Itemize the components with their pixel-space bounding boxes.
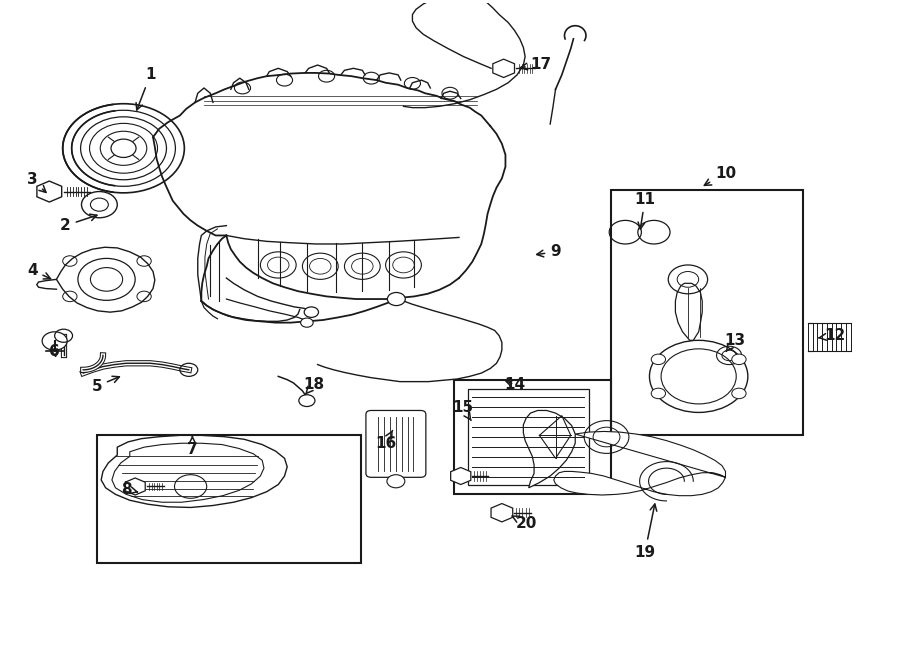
Polygon shape bbox=[523, 410, 575, 488]
FancyBboxPatch shape bbox=[366, 410, 426, 477]
Text: 1: 1 bbox=[136, 67, 156, 110]
Text: 17: 17 bbox=[520, 57, 552, 72]
Circle shape bbox=[111, 139, 136, 157]
Text: 4: 4 bbox=[27, 262, 50, 279]
Bar bbox=[611, 190, 804, 436]
Bar bbox=[96, 436, 361, 563]
Circle shape bbox=[652, 388, 665, 399]
Polygon shape bbox=[554, 432, 725, 496]
Text: 13: 13 bbox=[724, 334, 745, 352]
Text: 10: 10 bbox=[705, 166, 736, 185]
Text: 2: 2 bbox=[60, 214, 97, 233]
Text: 7: 7 bbox=[187, 436, 198, 457]
Text: 11: 11 bbox=[634, 192, 655, 229]
Text: 6: 6 bbox=[50, 344, 60, 359]
Text: 15: 15 bbox=[452, 401, 473, 420]
Polygon shape bbox=[57, 247, 155, 312]
Polygon shape bbox=[125, 478, 145, 495]
Text: 8: 8 bbox=[121, 482, 138, 496]
Text: 19: 19 bbox=[634, 504, 657, 560]
Circle shape bbox=[299, 395, 315, 407]
Circle shape bbox=[732, 354, 746, 365]
Polygon shape bbox=[101, 436, 287, 508]
Polygon shape bbox=[451, 467, 471, 485]
Circle shape bbox=[387, 475, 405, 488]
Bar bbox=[468, 389, 589, 485]
Circle shape bbox=[732, 388, 746, 399]
Text: 14: 14 bbox=[504, 377, 525, 392]
Bar bbox=[454, 379, 611, 494]
Polygon shape bbox=[491, 504, 513, 522]
Text: 9: 9 bbox=[536, 245, 561, 259]
Text: 12: 12 bbox=[818, 329, 845, 343]
Polygon shape bbox=[493, 59, 515, 77]
Circle shape bbox=[42, 332, 68, 350]
Polygon shape bbox=[675, 284, 702, 340]
Text: 3: 3 bbox=[27, 173, 46, 192]
Polygon shape bbox=[37, 181, 62, 202]
Text: 18: 18 bbox=[303, 377, 325, 395]
Text: 5: 5 bbox=[92, 376, 120, 394]
Circle shape bbox=[304, 307, 319, 317]
Circle shape bbox=[652, 354, 665, 365]
Text: 20: 20 bbox=[512, 516, 536, 531]
Circle shape bbox=[301, 318, 313, 327]
Text: 16: 16 bbox=[375, 430, 396, 451]
Circle shape bbox=[387, 292, 405, 305]
